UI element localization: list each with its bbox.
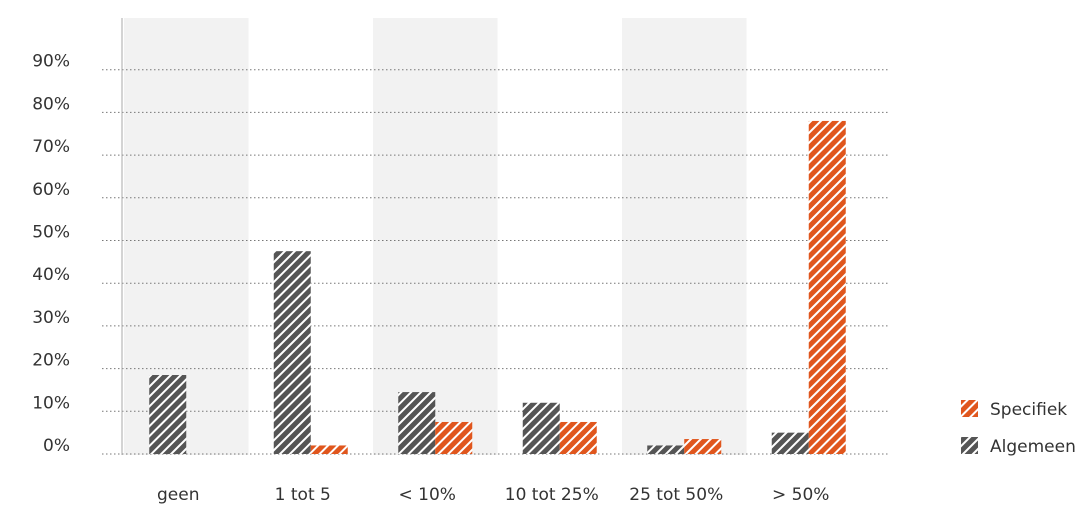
x-tick-label: 10 tot 25% — [505, 485, 599, 505]
legend-swatch-algemeen — [961, 437, 978, 454]
bar-algemeen — [398, 392, 436, 454]
y-axis-ticks: 0% 10% 20% 30% 40% 50% 60% 70% 80% 90% — [32, 52, 70, 456]
y-tick-label: 70% — [32, 137, 70, 157]
x-tick-label: > 50% — [772, 485, 829, 505]
x-tick-label: 1 tot 5 — [275, 485, 331, 505]
y-tick-label: 10% — [32, 393, 70, 413]
category-band — [373, 18, 498, 455]
x-tick-label: 25 tot 50% — [629, 485, 723, 505]
y-tick-label: 90% — [32, 52, 70, 72]
bar-algemeen — [771, 432, 809, 454]
category-bands — [124, 18, 747, 455]
y-tick-label: 40% — [32, 265, 70, 285]
y-tick-label: 80% — [32, 94, 70, 114]
x-tick-label: geen — [157, 485, 199, 505]
gridlines — [102, 69, 890, 455]
category-band — [622, 18, 747, 455]
y-tick-label: 0% — [43, 436, 70, 456]
bar-specifiek — [435, 421, 473, 454]
bar-specifiek — [559, 421, 597, 454]
bar-specifiek — [808, 120, 846, 454]
bar-specifiek — [684, 439, 722, 454]
bars — [149, 120, 846, 454]
y-tick-label: 60% — [32, 180, 70, 200]
legend-swatch-specifiek — [961, 400, 978, 417]
y-tick-label: 20% — [32, 351, 70, 371]
legend-label-algemeen: Algemeen — [990, 437, 1076, 457]
legend-label-specifiek: Specifiek — [990, 400, 1067, 420]
bar-algemeen — [522, 402, 560, 454]
y-tick-label: 50% — [32, 223, 70, 243]
x-axis-labels: geen 1 tot 5 < 10% 10 tot 25% 25 tot 50% > 50… — [157, 485, 829, 505]
bar-algemeen — [647, 445, 685, 454]
y-tick-label: 30% — [32, 308, 70, 328]
bar-specifiek — [310, 445, 348, 454]
legend: Specifiek Algemeen — [961, 400, 1076, 457]
bar-algemeen — [149, 375, 187, 454]
x-tick-label: < 10% — [399, 485, 456, 505]
bar-algemeen — [273, 251, 311, 454]
